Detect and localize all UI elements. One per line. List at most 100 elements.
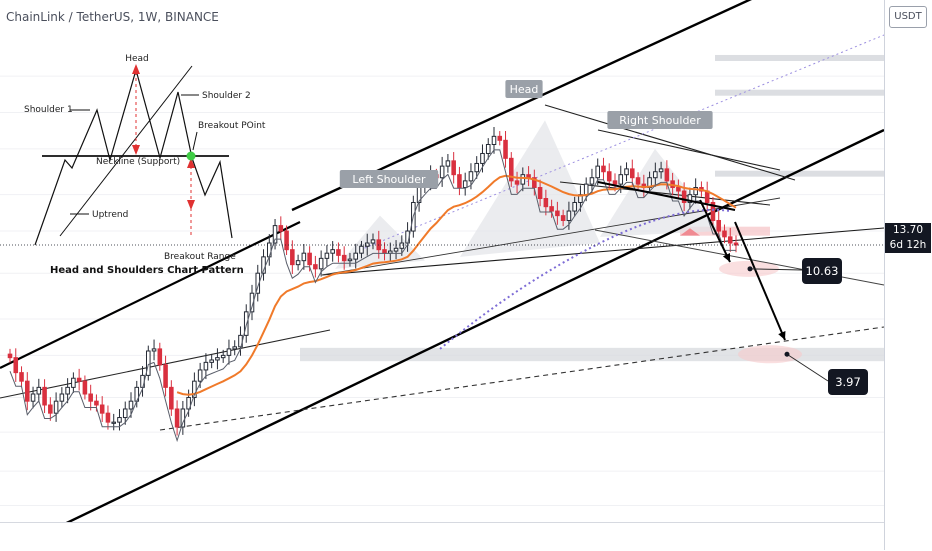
candle-body <box>157 348 163 366</box>
red-marker <box>680 228 700 236</box>
candle-body <box>353 252 359 260</box>
right-shoulder-label: Right Shoulder <box>619 114 701 127</box>
candle-body <box>53 400 59 414</box>
candle-body <box>324 252 330 259</box>
candle-body <box>307 252 312 266</box>
candle-body <box>151 348 157 352</box>
candle-body <box>491 135 497 145</box>
dashed-support-line <box>159 326 885 431</box>
candle-body <box>215 357 220 361</box>
candle-body <box>272 225 278 244</box>
inset-breakout-point-label: Breakout POint <box>198 121 266 131</box>
candle-body <box>117 417 122 423</box>
candle-body <box>71 377 76 388</box>
lower-channel-top-left <box>0 221 301 369</box>
candle-body <box>393 247 399 252</box>
candle-body <box>445 160 451 167</box>
candle-body <box>681 190 687 203</box>
candle-body <box>722 230 727 238</box>
candle-body <box>65 386 70 395</box>
inset-caption: Head and Shoulders Chart Pattern <box>50 265 244 276</box>
time-axis[interactable] <box>0 522 884 551</box>
candle-body <box>94 400 99 406</box>
chart-title: ChainLink / TetherUS, 1W, BINANCE <box>6 10 219 24</box>
candle-body <box>163 364 168 388</box>
target-label-2-point <box>784 351 790 357</box>
neckline-extension <box>321 227 885 276</box>
arrow-down-icon <box>132 145 140 155</box>
trailing-stop-line <box>9 149 736 443</box>
candle-body <box>13 357 19 374</box>
moving-average-line <box>176 174 737 396</box>
inset-uptrend-label: Uptrend <box>92 210 128 220</box>
currency-button[interactable]: USDT <box>889 6 927 28</box>
candle-body <box>370 239 376 244</box>
candle-body <box>7 353 13 359</box>
head-label: Head <box>510 83 539 96</box>
candle-body <box>42 386 47 406</box>
candle-body <box>169 386 174 410</box>
candle-body <box>19 372 24 382</box>
candle-body <box>566 210 572 221</box>
candle-body <box>128 400 134 410</box>
right-shoulder-line <box>597 129 781 171</box>
candle-body <box>347 258 353 262</box>
candle-body <box>209 359 214 363</box>
candle-body <box>606 171 612 182</box>
candle-body <box>439 165 445 179</box>
uptrend-line <box>59 65 193 237</box>
candle-body <box>105 412 111 423</box>
candle-body <box>76 377 82 382</box>
target-label-2-box <box>828 369 868 395</box>
breakout-point-marker <box>186 151 196 161</box>
candle-body <box>192 380 197 399</box>
candle-body <box>549 206 554 212</box>
candle-body <box>537 187 543 200</box>
price-axis[interactable] <box>884 0 932 550</box>
candle-body <box>313 264 318 270</box>
candle-body <box>520 174 526 185</box>
inset-shoulder1-label: Shoulder 1 <box>24 105 73 115</box>
candle-body <box>635 177 641 185</box>
candle-body <box>727 236 733 244</box>
candle-body <box>290 249 295 266</box>
candle-body <box>99 404 105 414</box>
candles <box>7 127 739 436</box>
candle-body <box>612 180 618 185</box>
candle-body <box>503 139 508 159</box>
candle-body <box>480 152 485 164</box>
resistance-zone <box>715 54 885 61</box>
resistance-zone <box>715 89 885 96</box>
candle-body <box>318 257 324 270</box>
arrow-up-icon <box>132 64 140 74</box>
candle-body <box>710 201 716 221</box>
arrow-down-icon <box>187 200 195 210</box>
target-label-1-point <box>747 266 753 272</box>
candle-body <box>618 174 624 185</box>
target-label-2-text: 3.97 <box>835 375 861 389</box>
candle-body <box>232 346 238 350</box>
candle-body <box>601 165 606 173</box>
candle-body <box>664 168 670 182</box>
candle-body <box>88 393 93 402</box>
candle-body <box>284 230 289 251</box>
candle-body <box>36 386 42 395</box>
target-label-2-leader <box>786 353 829 382</box>
candle-body <box>301 252 307 262</box>
support-zone <box>300 347 884 362</box>
candle-body <box>180 408 186 428</box>
resistance-zone <box>715 170 885 177</box>
ascending-support-line <box>7 128 885 550</box>
candle-body <box>30 393 36 402</box>
candle-body <box>59 393 65 402</box>
right-shoulder-label-box <box>607 111 713 129</box>
projection-arrow-2 <box>734 221 786 341</box>
bar-countdown-label: 6d 12h <box>885 238 931 253</box>
candle-body <box>174 408 180 428</box>
candle-body <box>399 242 405 249</box>
inset-head-label: Head <box>125 54 149 64</box>
candle-body <box>278 225 284 232</box>
breakout-pointer <box>192 131 198 151</box>
candle-body <box>497 135 503 141</box>
